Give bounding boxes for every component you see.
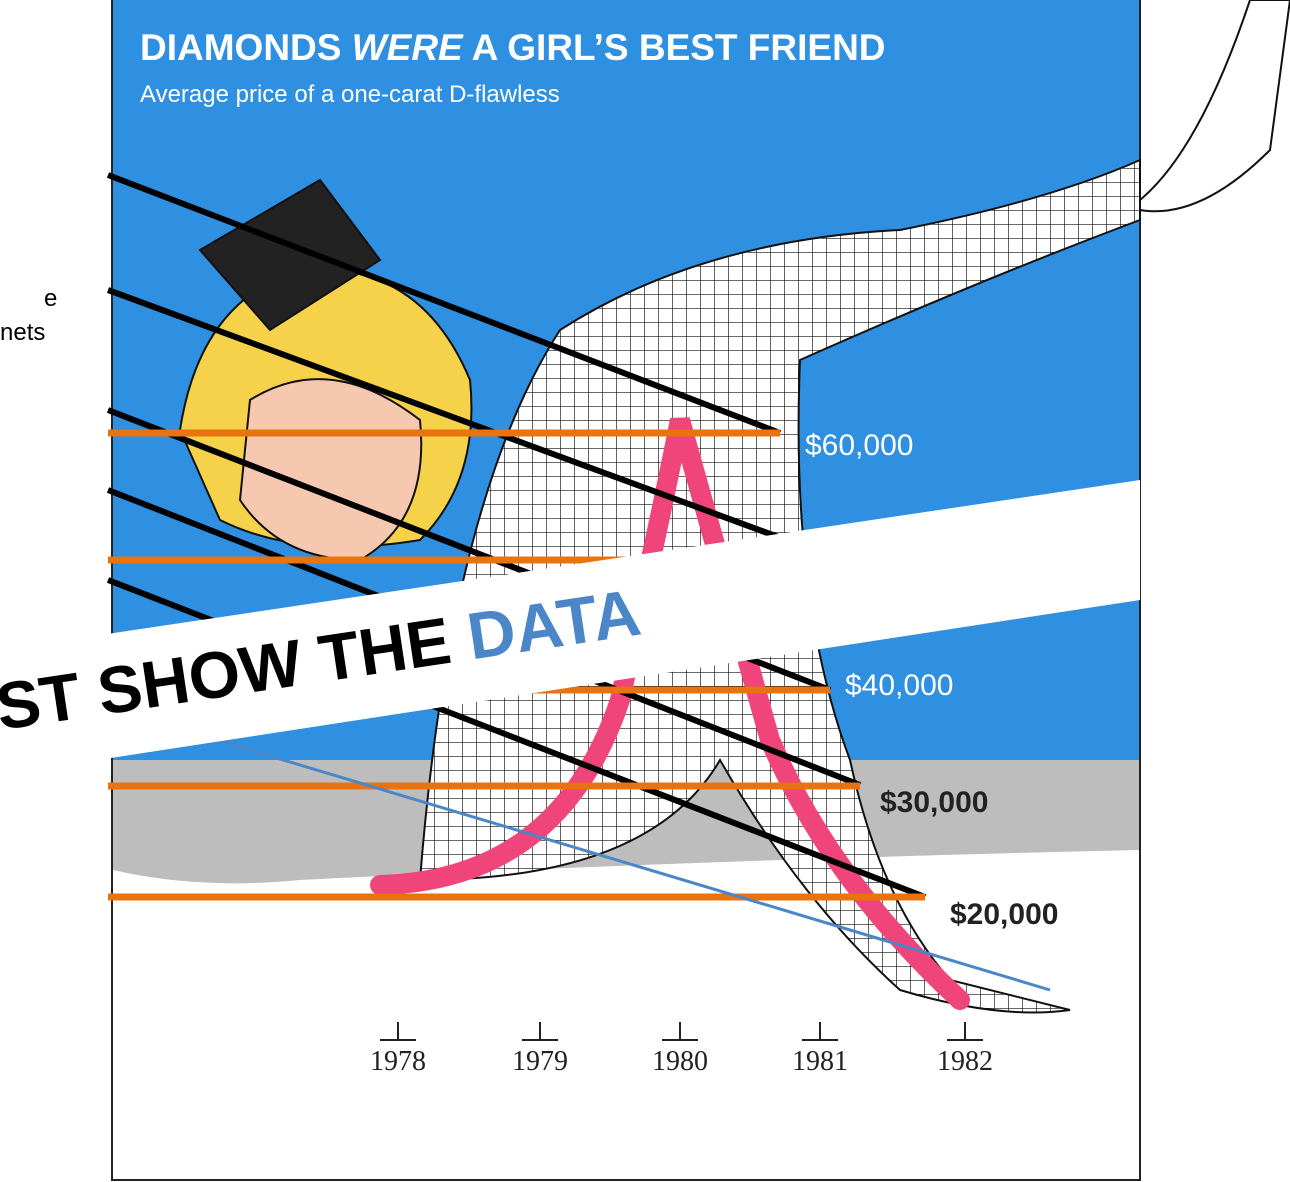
title: DIAMONDS WERE A GIRL’S BEST FRIEND <box>140 27 886 68</box>
title-emphasis: WERE <box>352 27 464 68</box>
price-curve <box>370 417 970 1010</box>
year-label: 1982 <box>937 1046 993 1077</box>
price-label: $40,000 <box>845 669 953 702</box>
diagonal-line <box>106 287 802 548</box>
price-label: $30,000 <box>880 786 988 819</box>
top-hat <box>198 178 382 332</box>
side-text: nets <box>0 319 45 346</box>
banner <box>0 480 1140 775</box>
year-axis: 1978 1979 1980 1981 1982 <box>370 1022 993 1077</box>
year-label: 1981 <box>792 1046 848 1077</box>
year-label: 1978 <box>370 1046 426 1077</box>
price-label: $60,000 <box>805 429 913 462</box>
year-label: 1980 <box>652 1046 708 1077</box>
side-text: e <box>44 285 57 312</box>
title-part: A GIRL’S BEST FRIEND <box>463 27 886 68</box>
shoe <box>1139 0 1290 213</box>
subtitle: Average price of a one-carat D-flawless <box>140 81 560 108</box>
year-label: 1979 <box>512 1046 568 1077</box>
title-part: DIAMONDS <box>140 27 352 68</box>
diagonal-line <box>106 172 782 436</box>
blue-line <box>149 718 1051 992</box>
price-label: $20,000 <box>950 898 1058 931</box>
